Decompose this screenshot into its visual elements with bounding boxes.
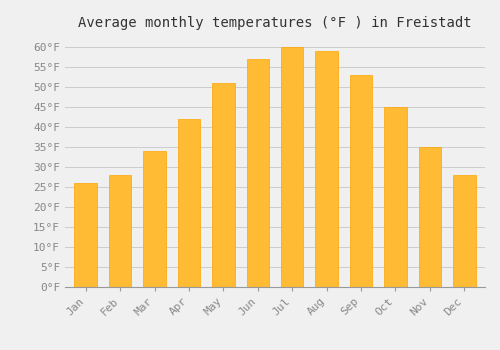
Bar [453, 175, 475, 287]
Bar [109, 175, 132, 287]
Bar [350, 75, 372, 287]
Bar [384, 107, 406, 287]
Bar [281, 47, 303, 287]
Bar [246, 59, 269, 287]
Bar [178, 119, 200, 287]
Title: Average monthly temperatures (°F ) in Freistadt: Average monthly temperatures (°F ) in Fr… [78, 16, 472, 30]
Bar [316, 51, 338, 287]
Bar [74, 183, 97, 287]
Bar [418, 147, 441, 287]
Bar [144, 151, 166, 287]
Bar [212, 83, 234, 287]
